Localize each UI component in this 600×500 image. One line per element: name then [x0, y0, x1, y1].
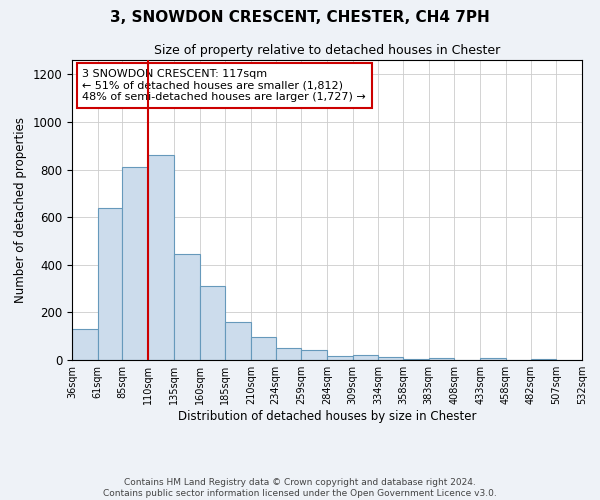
Y-axis label: Number of detached properties: Number of detached properties	[14, 117, 27, 303]
Text: Contains HM Land Registry data © Crown copyright and database right 2024.
Contai: Contains HM Land Registry data © Crown c…	[103, 478, 497, 498]
Bar	[379, 357, 403, 360]
Title: Size of property relative to detached houses in Chester: Size of property relative to detached ho…	[154, 44, 500, 58]
Bar	[275, 348, 301, 360]
Bar	[429, 358, 455, 360]
Text: 3, SNOWDON CRESCENT, CHESTER, CH4 7PH: 3, SNOWDON CRESCENT, CHESTER, CH4 7PH	[110, 10, 490, 25]
Bar	[301, 350, 327, 360]
Bar	[199, 286, 225, 360]
Bar	[353, 355, 379, 360]
X-axis label: Distribution of detached houses by size in Chester: Distribution of detached houses by size …	[178, 410, 476, 423]
Bar	[480, 358, 506, 360]
Bar	[72, 329, 98, 360]
Bar	[148, 155, 174, 360]
Bar	[174, 254, 199, 360]
Bar	[98, 208, 122, 360]
Bar	[225, 322, 251, 360]
Text: 3 SNOWDON CRESCENT: 117sqm
← 51% of detached houses are smaller (1,812)
48% of s: 3 SNOWDON CRESCENT: 117sqm ← 51% of deta…	[82, 69, 366, 102]
Bar	[327, 356, 353, 360]
Bar	[122, 167, 148, 360]
Bar	[530, 359, 556, 360]
Bar	[251, 338, 275, 360]
Bar	[403, 359, 429, 360]
